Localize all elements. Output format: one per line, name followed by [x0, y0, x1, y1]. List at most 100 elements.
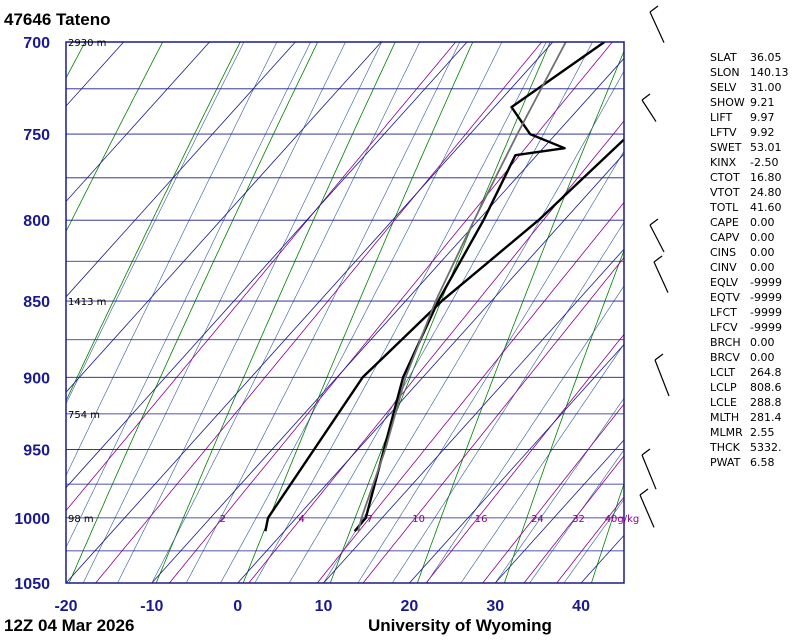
moist-adiabat — [117, 42, 383, 583]
index-row: VTOT 24.80 — [710, 185, 789, 200]
pressure-tick-label: 750 — [23, 127, 50, 144]
temperature-tick-label: 10 — [315, 598, 333, 615]
wind-barb — [653, 255, 669, 293]
index-key: PWAT — [710, 456, 741, 469]
temperature-tick-label: -20 — [54, 598, 77, 615]
index-row: BRCH 0.00 — [710, 335, 789, 350]
pressure-tick-label: 900 — [23, 370, 50, 387]
index-key: SWET — [710, 141, 742, 154]
temperature-tick-label: 0 — [233, 598, 242, 615]
index-key: LCLT — [710, 366, 736, 379]
index-row: CAPV 0.00 — [710, 230, 789, 245]
index-row: CINV 0.00 — [710, 260, 789, 275]
wind-barb — [639, 488, 655, 528]
index-row: LCLP 808.6 — [710, 380, 789, 395]
index-value: 53.01 — [750, 141, 782, 154]
chart-title: 47646 Tateno — [4, 10, 111, 29]
isotherm — [151, 57, 624, 583]
index-value: 24.80 — [750, 186, 782, 199]
index-row: SHOW 9.21 — [710, 95, 789, 110]
index-key: EQTV — [710, 291, 740, 304]
index-value: 41.60 — [750, 201, 782, 214]
mixing-ratio-label: 2 — [220, 514, 226, 525]
mixing-ratio-line — [316, 201, 624, 583]
dewpoint-profile — [353, 42, 606, 532]
moist-adiabat — [494, 397, 624, 583]
index-key: CINS — [710, 246, 737, 259]
index-row: TOTL 41.60 — [710, 200, 789, 215]
mixing-ratio-label: 7 — [367, 514, 373, 525]
stability-indices-list: SLAT 36.05 SLON 140.13 SELV 31.00 SHOW 9.21 LIFT… — [710, 50, 789, 470]
dry-adiabat — [66, 42, 86, 79]
observation-time: 12Z 04 Mar 2026 — [4, 616, 135, 635]
isotherm — [66, 42, 210, 203]
moist-adiabat — [66, 42, 311, 549]
plot-area — [0, 42, 624, 583]
temperature-tick-label: 30 — [486, 598, 504, 615]
height-label: 1413 m — [68, 297, 106, 308]
index-key: BRCH — [710, 336, 741, 349]
mixing-ratio-line — [523, 455, 624, 583]
index-row: MLMR 2.55 — [710, 425, 789, 440]
index-row: EQLV -9999 — [710, 275, 789, 290]
wind-barb — [654, 353, 670, 397]
dry-adiabat — [504, 249, 624, 583]
mixing-ratio-label: 16 — [475, 514, 488, 525]
mixing-ratio-line — [169, 42, 613, 583]
isotherm — [0, 42, 38, 583]
mixing-ratio-line — [95, 42, 543, 583]
index-value: 16.80 — [750, 171, 782, 184]
index-value: 0.00 — [750, 261, 775, 274]
index-key: LFTV — [710, 126, 737, 139]
temperature-tick-label: 40 — [572, 598, 590, 615]
height-label: 754 m — [68, 410, 100, 421]
index-row: MLTH 281.4 — [710, 410, 789, 425]
isotherm — [409, 343, 624, 583]
temperature-tick-label: -10 — [140, 598, 163, 615]
index-key: SLAT — [710, 51, 737, 64]
index-value: -9999 — [750, 321, 782, 334]
mixing-ratio-label: 10 — [412, 514, 425, 525]
pressure-tick-label: 700 — [23, 35, 50, 52]
data-source: University of Wyoming — [368, 616, 552, 635]
wind-barb — [641, 448, 657, 490]
index-key: LCLP — [710, 381, 737, 394]
moist-adiabat — [66, 42, 278, 477]
moist-adiabat — [66, 42, 245, 405]
isotherm — [66, 42, 124, 107]
temperature-profile — [264, 137, 624, 532]
index-row: THCK 5332. — [710, 440, 789, 455]
moist-adiabat — [563, 498, 624, 583]
isotherm — [237, 153, 624, 583]
moist-adiabat — [460, 343, 624, 583]
index-value: 5332. — [750, 441, 782, 454]
moist-adiabat — [185, 42, 460, 583]
index-value: 264.8 — [750, 366, 782, 379]
index-value: 9.92 — [750, 126, 775, 139]
index-value: 0.00 — [750, 216, 775, 229]
pressure-tick-label: 1000 — [14, 511, 50, 528]
isotherm — [66, 42, 468, 489]
index-value: 0.00 — [750, 231, 775, 244]
dry-adiabat — [0, 42, 8, 583]
index-value: 36.05 — [750, 51, 782, 64]
index-row: SWET 53.01 — [710, 140, 789, 155]
index-row: SLON 140.13 — [710, 65, 789, 80]
index-value: 0.00 — [750, 351, 775, 364]
mixing-ratio-label: 32 — [572, 514, 585, 525]
index-value: 9.21 — [750, 96, 775, 109]
index-value: 288.8 — [750, 396, 782, 409]
isotherm — [494, 439, 624, 583]
index-value: 808.6 — [750, 381, 782, 394]
index-value: -9999 — [750, 306, 782, 319]
index-row: CAPE 0.00 — [710, 215, 789, 230]
index-value: 31.00 — [750, 81, 782, 94]
mixing-ratio-label: 24 — [531, 514, 544, 525]
mixing-ratio-line — [66, 42, 457, 512]
index-key: CAPV — [710, 231, 740, 244]
isotherm — [66, 42, 296, 298]
dry-adiabat — [66, 42, 164, 233]
index-key: TOTL — [710, 201, 739, 214]
index-key: MLTH — [710, 411, 740, 424]
